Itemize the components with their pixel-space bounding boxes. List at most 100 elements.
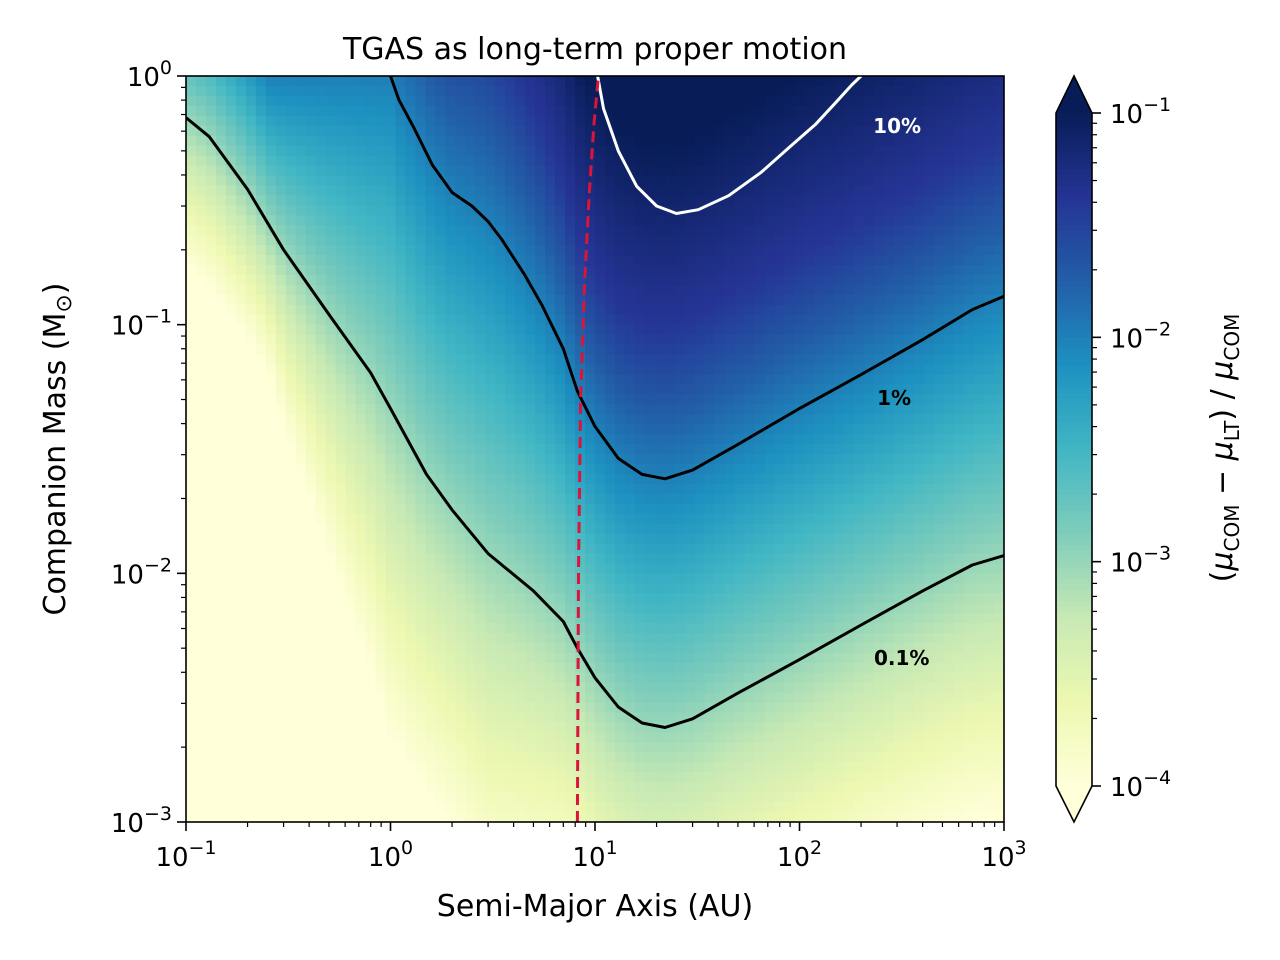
heat-cell <box>415 463 427 475</box>
heat-cell <box>215 215 227 226</box>
heat-cell <box>954 145 965 157</box>
heat-cell <box>694 284 706 296</box>
heat-cell <box>944 115 955 127</box>
heat-cell <box>764 284 776 296</box>
heat-cell <box>325 304 337 316</box>
heat-cell <box>505 424 516 435</box>
heat-cell <box>784 583 796 594</box>
heat-cell <box>385 573 397 584</box>
heat-cell <box>285 115 297 127</box>
heat-cell <box>315 85 327 97</box>
heat-cell <box>934 483 945 495</box>
heat-cell <box>455 95 466 107</box>
heat-cell <box>684 314 696 326</box>
heat-cell <box>545 394 556 405</box>
heat-cell <box>644 304 656 316</box>
heat-cell <box>405 155 417 167</box>
heat-cell <box>285 354 297 366</box>
heat-cell <box>475 434 486 445</box>
heat-cell <box>255 533 267 545</box>
heat-cell <box>944 354 955 366</box>
heat-cell <box>235 633 247 644</box>
heat-cell <box>744 125 756 137</box>
heat-cell <box>465 294 476 306</box>
heat-cell <box>854 404 865 415</box>
heat-cell <box>515 354 526 366</box>
heat-cell <box>974 115 985 127</box>
heat-cell <box>485 583 496 594</box>
heat-cell <box>644 613 656 624</box>
heat-cell <box>694 434 706 445</box>
heat-cell <box>844 444 855 455</box>
heat-cell <box>305 76 317 87</box>
heat-cell <box>335 623 347 634</box>
heat-cell <box>365 145 377 157</box>
heat-cell <box>604 105 616 117</box>
heat-cell <box>764 513 776 525</box>
heat-cell <box>744 583 756 594</box>
heat-cell <box>714 424 726 435</box>
heat-cell <box>844 304 855 316</box>
heat-cell <box>774 642 786 654</box>
heat-cell <box>804 453 816 465</box>
heat-cell <box>195 105 207 117</box>
heat-cell <box>385 553 397 564</box>
heat-cell <box>335 284 347 296</box>
heat-cell <box>515 155 526 167</box>
heat-cell <box>704 434 716 445</box>
heat-cell <box>674 563 686 574</box>
heat-cell <box>784 354 796 366</box>
heat-cell <box>604 264 616 276</box>
heat-cell <box>654 334 666 346</box>
heat-cell <box>964 642 975 654</box>
heat-cell <box>315 603 327 614</box>
heat-cell <box>355 85 367 97</box>
heat-cell <box>475 463 486 475</box>
heat-cell <box>215 662 227 674</box>
heat-cell <box>405 165 417 177</box>
heat-cell <box>984 225 995 236</box>
heat-cell <box>864 563 875 574</box>
heat-cell <box>914 354 925 366</box>
heat-cell <box>325 414 337 425</box>
heat-cell <box>235 195 247 206</box>
heat-cell <box>305 444 317 455</box>
heat-cell <box>535 135 546 147</box>
heat-cell <box>954 414 965 425</box>
heat-cell <box>305 225 317 236</box>
heat-cell <box>634 284 646 296</box>
heat-cell <box>575 95 586 107</box>
heat-cell <box>894 473 905 485</box>
heat-cell <box>814 95 826 107</box>
heat-cell <box>415 235 427 246</box>
heat-cell <box>894 125 905 137</box>
heat-cell <box>495 553 506 564</box>
heat-cell <box>565 145 576 157</box>
heat-cell <box>814 563 826 574</box>
heat-cell <box>465 76 476 87</box>
heat-cell <box>315 304 327 316</box>
heat-cell <box>864 434 875 445</box>
heat-cell <box>195 354 207 366</box>
heat-cell <box>475 573 486 584</box>
heat-cell <box>315 334 327 346</box>
heat-cell <box>894 115 905 127</box>
heat-cell <box>445 115 456 127</box>
heat-cell <box>604 424 616 435</box>
heat-cell <box>485 85 496 97</box>
heat-cell <box>385 364 397 375</box>
heat-cell <box>884 225 895 236</box>
heat-cell <box>215 593 227 604</box>
heat-cell <box>674 553 686 564</box>
heat-cell <box>774 384 786 395</box>
heat-cell <box>954 245 965 256</box>
heat-cell <box>754 513 766 525</box>
heat-cell <box>535 384 546 395</box>
heat-cell <box>704 245 716 256</box>
heat-cell <box>964 483 975 495</box>
heat-cell <box>734 284 746 296</box>
heat-cell <box>834 245 845 256</box>
heat-cell <box>385 185 397 196</box>
heat-cell <box>624 642 636 654</box>
heat-cell <box>265 215 277 226</box>
